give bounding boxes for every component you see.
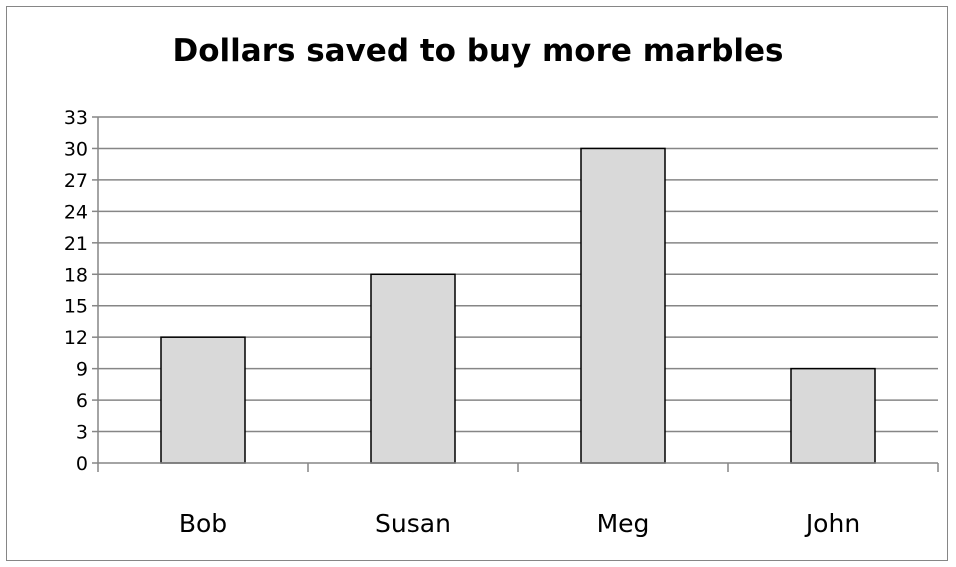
- bar-bob: [160, 336, 246, 464]
- x-category-label: John: [804, 509, 860, 538]
- axes: [92, 116, 939, 472]
- y-tick-labels: 0 3 6 9 12 15 18 21 24 27 30 33: [64, 107, 88, 475]
- y-tick-label: 30: [64, 138, 88, 160]
- x-category-label: Meg: [597, 509, 650, 538]
- bar-susan: [370, 273, 456, 464]
- bar-john: [790, 367, 876, 464]
- y-tick-label: 3: [76, 422, 88, 444]
- x-category-labels: Bob Susan Meg John: [179, 509, 860, 538]
- y-tick-label: 9: [76, 359, 88, 381]
- y-tick-label: 27: [64, 170, 88, 192]
- y-tick-label: 6: [76, 390, 88, 412]
- y-tick-label: 0: [76, 453, 88, 475]
- y-tick-label: 12: [64, 327, 88, 349]
- y-tick-label: 24: [64, 201, 88, 223]
- y-tick-label: 21: [64, 233, 88, 255]
- x-category-label: Bob: [179, 509, 227, 538]
- bars: [160, 147, 876, 464]
- chart-frame: [6, 6, 948, 561]
- x-category-label: Susan: [375, 509, 451, 538]
- y-tick-label: 18: [64, 264, 88, 286]
- bar-meg: [580, 147, 666, 464]
- y-tick-label: 33: [64, 107, 88, 129]
- chart-title: Dollars saved to buy more marbles: [172, 33, 784, 69]
- y-tick-label: 15: [64, 296, 88, 318]
